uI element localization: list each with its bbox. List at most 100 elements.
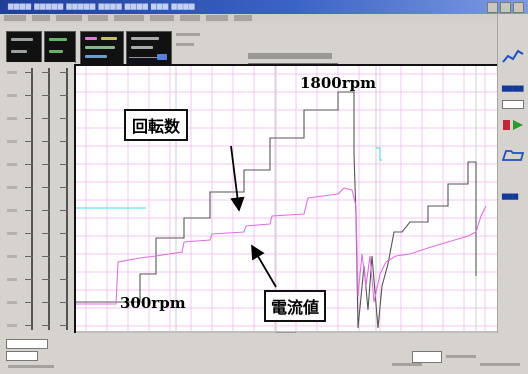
menu-item[interactable] xyxy=(32,15,50,21)
scale-label xyxy=(7,71,17,74)
rpm-max-label: 1800rpm xyxy=(300,74,377,92)
scale-label xyxy=(7,186,17,189)
scale-label xyxy=(7,232,17,235)
scale-label xyxy=(7,117,17,120)
scale-tick xyxy=(60,72,68,73)
lcd-readout xyxy=(80,31,124,67)
line-chart-icon[interactable] xyxy=(502,48,524,64)
scale-tick xyxy=(42,233,50,234)
title-bar: ▆▆▆▆ ▆▆▆▆▆ ▆▆▆▆▆ ▆▆▆▆ ▆▆▆▆ ▆▆▆ ▆▆▆▆ xyxy=(0,0,528,14)
scale-tick xyxy=(25,256,33,257)
chart-canvas xyxy=(76,66,497,333)
scale-tick xyxy=(60,256,68,257)
menu-item[interactable] xyxy=(88,15,108,21)
scale-tick xyxy=(60,302,68,303)
scale-tick xyxy=(60,279,68,280)
scale-tick xyxy=(42,118,50,119)
scale-tick xyxy=(60,118,68,119)
status-panel xyxy=(0,23,528,79)
scale-tick xyxy=(42,72,50,73)
maximize-button[interactable] xyxy=(500,2,511,13)
record-icon[interactable] xyxy=(502,118,524,132)
menu-item[interactable] xyxy=(4,15,26,21)
scale-tick xyxy=(60,141,68,142)
scale-label xyxy=(7,94,17,97)
scale-tick xyxy=(60,95,68,96)
bottom-status-bar xyxy=(0,333,528,374)
window-title-blur: ▆▆▆▆ ▆▆▆▆▆ ▆▆▆▆▆ ▆▆▆▆ ▆▆▆▆ ▆▆▆ ▆▆▆▆ xyxy=(8,2,195,10)
scale-tick xyxy=(25,72,33,73)
scale-line xyxy=(48,68,50,330)
scale-label xyxy=(7,209,17,212)
rpm-min-label: 300rpm xyxy=(120,294,186,312)
current-trace xyxy=(76,187,487,305)
scale-label xyxy=(7,324,17,327)
scale-tick xyxy=(25,210,33,211)
scale-tick xyxy=(42,256,50,257)
current-value-label: 電流値 xyxy=(264,290,327,322)
scale-tick xyxy=(25,279,33,280)
scale-tick xyxy=(25,141,33,142)
rotation-trace xyxy=(76,91,477,329)
scale-tick xyxy=(60,325,68,326)
menu-bar xyxy=(0,14,528,23)
cyan-trace xyxy=(376,147,382,161)
scale-line xyxy=(31,68,33,330)
status-text xyxy=(176,43,194,46)
menu-item[interactable] xyxy=(56,15,82,21)
scale-tick xyxy=(60,164,68,165)
bottom-field[interactable] xyxy=(412,351,442,363)
menu-item[interactable] xyxy=(206,15,228,21)
scale-tick xyxy=(42,279,50,280)
minimize-button[interactable] xyxy=(487,2,498,13)
lcd-readout xyxy=(126,31,172,67)
bottom-field[interactable] xyxy=(6,339,48,349)
bottom-text xyxy=(392,363,422,366)
bottom-text xyxy=(446,355,476,358)
scale-tick xyxy=(60,187,68,188)
bottom-text xyxy=(480,363,520,366)
status-text xyxy=(176,33,200,36)
scale-tick xyxy=(60,233,68,234)
scale-tick xyxy=(42,210,50,211)
scale-tick xyxy=(25,95,33,96)
scale-tick xyxy=(42,164,50,165)
scale-label xyxy=(7,163,17,166)
scale-tick xyxy=(42,95,50,96)
scale-tick xyxy=(60,210,68,211)
menu-item[interactable] xyxy=(180,15,200,21)
toolbar-field[interactable] xyxy=(502,100,524,109)
current-arrow xyxy=(251,244,277,288)
scale-tick xyxy=(25,164,33,165)
bottom-text xyxy=(8,365,54,368)
lcd-readout xyxy=(44,31,76,63)
scale-label xyxy=(7,255,17,258)
rotation-arrow xyxy=(230,145,245,212)
scale-tick xyxy=(42,325,50,326)
scale-tick xyxy=(42,187,50,188)
right-toolbar: ▆▆▆▆ ▆▆▆ xyxy=(497,14,528,344)
scale-label xyxy=(7,278,17,281)
status-caption xyxy=(248,53,332,59)
folder-icon[interactable] xyxy=(502,148,524,162)
menu-item[interactable] xyxy=(234,15,252,21)
scale-tick xyxy=(25,118,33,119)
lcd-readout xyxy=(6,31,42,63)
scale-tick xyxy=(25,302,33,303)
scale-label xyxy=(7,301,17,304)
bottom-field[interactable] xyxy=(6,351,38,361)
close-button[interactable] xyxy=(513,2,524,13)
scale-tick xyxy=(42,302,50,303)
scale-tick xyxy=(25,233,33,234)
toolbar-label: ▆▆▆▆ xyxy=(502,84,524,92)
scale-line xyxy=(66,68,68,330)
scale-tick xyxy=(25,325,33,326)
toolbar-label: ▆▆▆ xyxy=(502,192,519,200)
menu-item[interactable] xyxy=(114,15,144,21)
scale-label xyxy=(7,140,17,143)
menu-item[interactable] xyxy=(150,15,174,21)
window-controls xyxy=(487,2,524,13)
rotation-speed-label: 回転数 xyxy=(124,109,189,141)
